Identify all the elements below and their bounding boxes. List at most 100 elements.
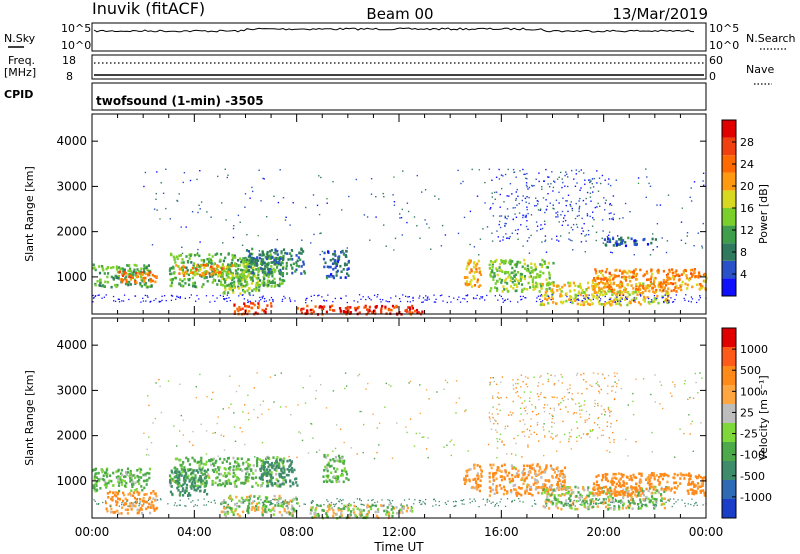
velocity-cell [537, 385, 539, 387]
power-cell [563, 217, 565, 219]
power-cell [578, 205, 581, 208]
power-cell [257, 283, 260, 286]
power-cell [466, 301, 468, 303]
velocity-cell [240, 457, 243, 461]
power-cell [462, 297, 464, 300]
velocity-cell [288, 511, 291, 515]
power-cell [224, 256, 227, 260]
power-cell [181, 284, 184, 288]
power-cell [525, 216, 527, 218]
power-cell [148, 285, 151, 288]
velocity-cell [286, 468, 289, 471]
velocity-cell [558, 474, 562, 478]
power-cell [399, 298, 401, 300]
velocity-cell [259, 469, 262, 472]
power-cell [631, 276, 634, 279]
velocity-cell [179, 464, 183, 467]
power-cell [347, 274, 350, 277]
nave-tick-top: 60 [709, 54, 723, 67]
velocity-cell [568, 438, 570, 440]
power-cell [476, 294, 478, 296]
power-cell [271, 269, 274, 272]
velocity-cell [560, 402, 562, 404]
power-cell [266, 265, 269, 269]
velocity-cell [252, 506, 255, 509]
power-cell [568, 284, 571, 288]
velocity-cell [148, 502, 151, 506]
power-cell [618, 282, 622, 286]
power-cell [249, 294, 251, 296]
velocity-cell [278, 472, 281, 476]
velocity-cell [526, 485, 529, 489]
velocity-cell [689, 477, 692, 480]
velocity-cell [340, 512, 343, 515]
power-cell [522, 295, 524, 298]
power-cell [216, 269, 219, 273]
velocity-cell [265, 497, 268, 500]
power-cell [537, 200, 539, 203]
power-cell [332, 276, 335, 280]
power-cell [257, 266, 260, 270]
power-cell [608, 178, 610, 180]
velocity-cell [328, 479, 331, 482]
power-cell [129, 273, 132, 276]
power-cell [309, 308, 312, 312]
velocity-cell [333, 467, 336, 470]
velocity-cell [257, 497, 260, 500]
velocity-cell [567, 490, 570, 494]
velocity-cell [385, 513, 388, 516]
velocity-cell [134, 481, 137, 485]
power-cell [327, 250, 330, 253]
power-cell [661, 237, 663, 239]
velocity-cell [258, 501, 261, 505]
power-cell [526, 178, 528, 180]
power-cell [178, 272, 181, 275]
velocity-cell [625, 482, 628, 485]
velocity-cell [169, 481, 172, 485]
velocity-cell [669, 489, 672, 492]
power-cell [531, 184, 533, 187]
velocity-cell [218, 472, 221, 476]
power-cell [595, 285, 598, 288]
power-cell [477, 259, 480, 263]
power-cell [516, 188, 518, 191]
power-cell [331, 309, 335, 312]
velocity-cell [466, 470, 469, 474]
power-cell [115, 285, 118, 289]
velocity-cell [603, 408, 605, 411]
power-cell [240, 272, 243, 276]
power-cell [498, 168, 500, 171]
power-cell [209, 258, 212, 261]
velocity-cell [155, 498, 158, 502]
velocity-cell [233, 485, 236, 488]
velocity-cell [282, 460, 285, 463]
velocity-cell [293, 509, 296, 513]
power-cell [492, 202, 494, 205]
velocity-cell [369, 507, 373, 511]
velocity-cell [656, 489, 659, 492]
velocity-cell [558, 403, 560, 405]
velocity-cell [248, 467, 251, 470]
velocity-cell [140, 476, 143, 479]
power-cell [615, 274, 618, 278]
velocity-cell [358, 513, 361, 516]
power-cell [584, 298, 586, 300]
power-cell [240, 282, 243, 286]
power-cell [512, 168, 515, 171]
power-cell [646, 296, 649, 299]
velocity-cell [496, 468, 499, 472]
power-cell [644, 289, 647, 292]
velocity-cell [232, 513, 235, 516]
power-cell [252, 190, 254, 193]
velocity-cell [136, 508, 139, 512]
velocity-cell [247, 464, 250, 468]
power-cell [138, 272, 141, 275]
velocity-cell [602, 374, 604, 376]
velocity-cell [94, 489, 97, 493]
power-cell [505, 222, 507, 225]
velocity-cell [211, 480, 214, 484]
velocity-cell [660, 499, 663, 502]
velocity-cell [507, 425, 509, 427]
power-cell [560, 235, 562, 237]
power-cell [325, 276, 329, 280]
